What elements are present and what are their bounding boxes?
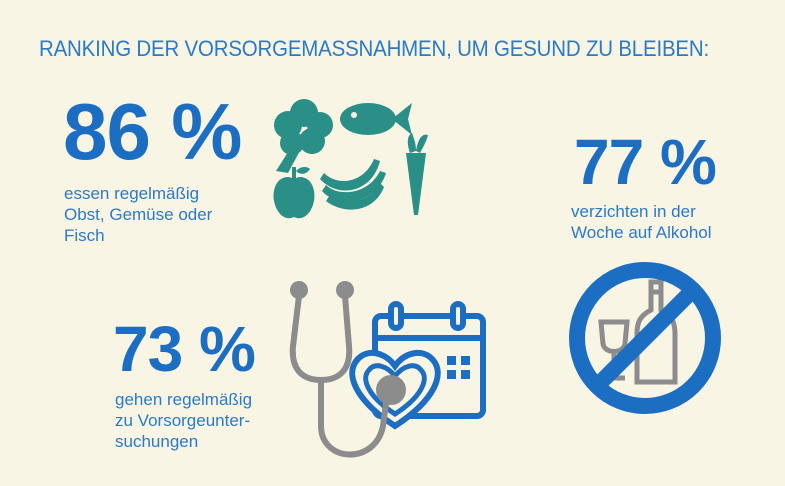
stat-description-alcohol: verzichten in der Woche auf Alkohol — [571, 201, 712, 243]
carrot-icon — [406, 133, 428, 215]
stat-description-fruit: essen regelmäßig Obst, Gemüse oder Fisch — [64, 183, 212, 246]
fish-icon — [340, 103, 412, 135]
stat-value-alcohol: 77 % — [574, 126, 717, 198]
desc-line: Fisch — [64, 226, 105, 245]
bananas-icon — [320, 159, 386, 210]
desc-line: gehen regelmäßig — [115, 390, 253, 409]
stat-value-fruit: 86 % — [63, 87, 242, 176]
stethoscope-icon — [289, 281, 406, 458]
desc-line: zu Vorsorgeunter- — [115, 411, 251, 430]
page-title: RANKING DER VORSORGEMASSNAHMEN, UM GESUN… — [39, 36, 709, 61]
desc-line: suchungen — [115, 432, 199, 451]
stat-value-checkup: 73 % — [113, 313, 256, 385]
stat-description-checkup: gehen regelmäßig zu Vorsorgeunter- suchu… — [115, 389, 252, 452]
desc-line: verzichten in der — [571, 202, 696, 221]
desc-line: essen regelmäßig — [64, 184, 200, 203]
fruit-vegetables-fish-icon — [273, 99, 428, 219]
desc-line: Obst, Gemüse oder — [64, 205, 213, 224]
stethoscope-calendar-icon — [289, 281, 486, 458]
broccoli-icon — [274, 99, 333, 173]
desc-line: Woche auf Alkohol — [571, 223, 712, 242]
apple-icon — [273, 167, 315, 219]
no-alcohol-icon — [569, 262, 721, 414]
